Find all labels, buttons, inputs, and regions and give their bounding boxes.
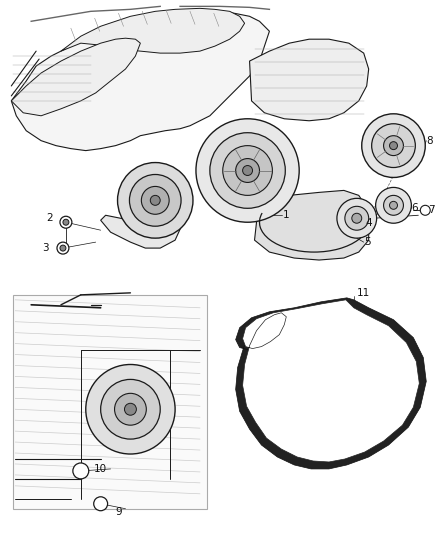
FancyBboxPatch shape	[13, 295, 207, 508]
Circle shape	[362, 114, 425, 177]
Text: 7: 7	[428, 205, 435, 215]
Circle shape	[372, 124, 415, 167]
Circle shape	[60, 216, 72, 228]
Text: 4: 4	[366, 218, 372, 228]
Text: 11: 11	[357, 288, 370, 298]
Circle shape	[223, 146, 272, 196]
Circle shape	[345, 206, 369, 230]
Circle shape	[86, 365, 175, 454]
Polygon shape	[236, 298, 426, 469]
Text: 5: 5	[364, 237, 371, 247]
Circle shape	[337, 198, 377, 238]
Circle shape	[63, 219, 69, 225]
Circle shape	[376, 188, 411, 223]
Circle shape	[384, 196, 403, 215]
Text: 8: 8	[426, 136, 433, 146]
Circle shape	[130, 174, 181, 226]
Text: 10: 10	[94, 464, 107, 474]
Polygon shape	[61, 9, 244, 53]
Text: 2: 2	[46, 213, 53, 223]
Circle shape	[101, 379, 160, 439]
Circle shape	[73, 463, 89, 479]
Circle shape	[60, 245, 66, 251]
Circle shape	[196, 119, 299, 222]
Polygon shape	[254, 190, 369, 260]
Circle shape	[243, 166, 253, 175]
Circle shape	[117, 163, 193, 238]
Polygon shape	[243, 300, 419, 462]
Circle shape	[389, 142, 397, 150]
Circle shape	[420, 205, 430, 215]
Circle shape	[210, 133, 285, 208]
Circle shape	[236, 158, 259, 182]
Circle shape	[150, 196, 160, 205]
Polygon shape	[11, 11, 269, 151]
Circle shape	[141, 187, 169, 214]
Text: 9: 9	[116, 507, 122, 516]
Circle shape	[115, 393, 146, 425]
Text: 3: 3	[42, 243, 49, 253]
Circle shape	[352, 213, 362, 223]
Text: 1: 1	[283, 210, 289, 220]
Circle shape	[384, 136, 403, 156]
Circle shape	[389, 201, 397, 209]
Circle shape	[94, 497, 108, 511]
Text: 6: 6	[411, 203, 418, 213]
Polygon shape	[11, 38, 140, 116]
Circle shape	[124, 403, 136, 415]
Polygon shape	[250, 39, 369, 121]
Circle shape	[57, 242, 69, 254]
Polygon shape	[101, 215, 185, 248]
